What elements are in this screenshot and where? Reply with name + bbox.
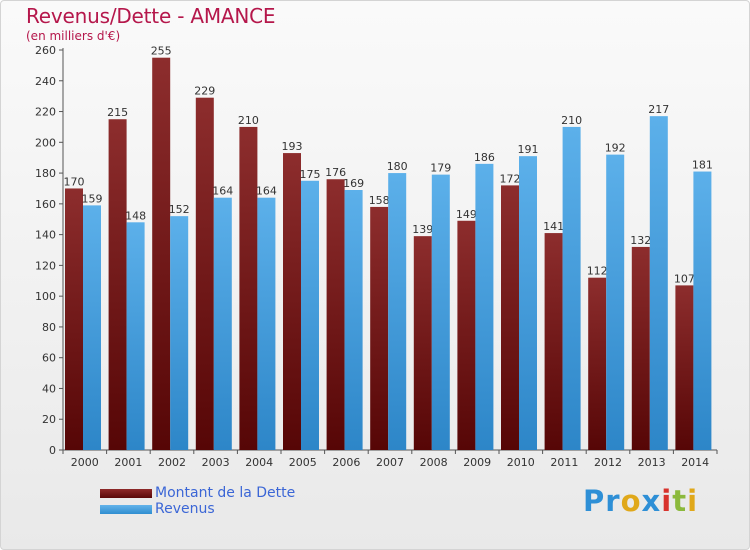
legend-swatch-dette bbox=[100, 489, 152, 498]
x-tick-label: 2012 bbox=[594, 456, 622, 469]
data-label-revenus: 179 bbox=[430, 162, 451, 175]
bar-revenus bbox=[257, 197, 276, 450]
y-tick-label: 180 bbox=[35, 167, 56, 180]
y-tick-label: 260 bbox=[35, 44, 56, 57]
y-tick-label: 100 bbox=[35, 290, 56, 303]
chart-title: Revenus/Dette - AMANCE bbox=[26, 4, 276, 28]
bar-dette bbox=[326, 179, 345, 450]
x-tick-label: 2000 bbox=[71, 456, 99, 469]
x-tick-label: 2014 bbox=[681, 456, 709, 469]
data-label-revenus: 164 bbox=[212, 185, 233, 198]
bar-dette bbox=[108, 119, 127, 450]
y-tick-label: 240 bbox=[35, 75, 56, 88]
bar-dette bbox=[283, 153, 301, 451]
data-label-dette: 139 bbox=[412, 223, 433, 236]
data-label-dette: 210 bbox=[238, 114, 259, 127]
x-tick-label: 2007 bbox=[376, 456, 404, 469]
x-tick-label: 2006 bbox=[332, 456, 360, 469]
data-label-revenus: 152 bbox=[169, 203, 190, 216]
bar-dette bbox=[544, 233, 563, 450]
chart-subtitle: (en milliers d'€) bbox=[26, 29, 121, 43]
y-tick-label: 140 bbox=[35, 229, 56, 242]
data-label-dette: 229 bbox=[194, 85, 215, 98]
data-label-dette: 176 bbox=[325, 166, 346, 179]
data-label-revenus: 191 bbox=[518, 143, 539, 156]
bar-dette bbox=[65, 188, 83, 450]
bar-dette bbox=[675, 285, 694, 450]
bar-revenus bbox=[344, 190, 363, 450]
y-tick-label: 20 bbox=[42, 413, 56, 426]
data-label-revenus: 169 bbox=[343, 177, 364, 190]
bar-revenus bbox=[301, 180, 319, 450]
bar-revenus bbox=[83, 205, 101, 450]
x-tick-label: 2011 bbox=[550, 456, 578, 469]
bar-revenus bbox=[693, 171, 712, 451]
x-tick-label: 2002 bbox=[158, 456, 186, 469]
data-label-dette: 112 bbox=[587, 265, 608, 278]
data-label-dette: 141 bbox=[543, 220, 564, 233]
data-label-revenus: 164 bbox=[256, 185, 277, 198]
data-label-revenus: 159 bbox=[82, 192, 103, 205]
x-tick-label: 2010 bbox=[507, 456, 535, 469]
y-tick-label: 80 bbox=[42, 321, 56, 334]
y-tick-label: 120 bbox=[35, 259, 56, 272]
x-tick-label: 2008 bbox=[420, 456, 448, 469]
bar-dette bbox=[195, 97, 214, 450]
x-tick-label: 2004 bbox=[245, 456, 273, 469]
x-tick-label: 2005 bbox=[289, 456, 317, 469]
bar-revenus bbox=[126, 222, 145, 450]
data-label-dette: 132 bbox=[630, 234, 651, 247]
data-label-revenus: 186 bbox=[474, 151, 495, 164]
x-tick-label: 2009 bbox=[463, 456, 491, 469]
data-label-revenus: 210 bbox=[561, 114, 582, 127]
data-label-dette: 158 bbox=[369, 194, 390, 207]
data-label-dette: 255 bbox=[151, 45, 172, 58]
legend-label-dette: Montant de la Dette bbox=[155, 485, 296, 501]
y-tick-label: 200 bbox=[35, 136, 56, 149]
bar-revenus bbox=[170, 216, 189, 450]
data-label-dette: 107 bbox=[674, 272, 695, 285]
y-tick-label: 40 bbox=[42, 382, 56, 395]
legend-label-revenus: Revenus bbox=[155, 501, 215, 517]
bar-revenus bbox=[562, 126, 581, 450]
data-label-dette: 193 bbox=[282, 140, 303, 153]
legend-swatch-revenus bbox=[100, 505, 152, 514]
data-label-dette: 172 bbox=[500, 172, 521, 185]
y-tick-label: 160 bbox=[35, 198, 56, 211]
bar-dette bbox=[413, 236, 432, 450]
bar-dette bbox=[631, 246, 650, 450]
bar-revenus bbox=[213, 197, 232, 450]
data-label-revenus: 180 bbox=[387, 160, 408, 173]
bar-dette bbox=[501, 185, 519, 450]
bar-dette bbox=[588, 277, 607, 450]
data-label-revenus: 217 bbox=[648, 103, 669, 116]
bar-dette bbox=[239, 126, 258, 450]
bar-revenus bbox=[431, 174, 450, 450]
bar-revenus bbox=[388, 173, 407, 451]
bar-dette bbox=[370, 206, 389, 450]
data-label-revenus: 181 bbox=[692, 159, 713, 172]
proxiti-logo: Proxiti bbox=[583, 484, 699, 518]
data-label-dette: 149 bbox=[456, 208, 477, 221]
bar-dette bbox=[457, 220, 476, 450]
x-tick-label: 2013 bbox=[638, 456, 666, 469]
bar-dette bbox=[152, 57, 171, 450]
data-label-revenus: 192 bbox=[605, 142, 626, 155]
x-tick-label: 2001 bbox=[114, 456, 142, 469]
data-label-dette: 215 bbox=[107, 106, 128, 119]
data-label-dette: 170 bbox=[64, 175, 85, 188]
bar-revenus bbox=[649, 116, 668, 451]
y-tick-label: 0 bbox=[49, 444, 56, 457]
data-label-revenus: 175 bbox=[300, 168, 321, 181]
bar-revenus bbox=[475, 163, 494, 450]
bar-revenus bbox=[519, 156, 537, 450]
y-tick-label: 220 bbox=[35, 106, 56, 119]
x-tick-label: 2003 bbox=[202, 456, 230, 469]
y-tick-label: 60 bbox=[42, 352, 56, 365]
data-label-revenus: 148 bbox=[125, 209, 146, 222]
bar-revenus bbox=[606, 154, 625, 450]
